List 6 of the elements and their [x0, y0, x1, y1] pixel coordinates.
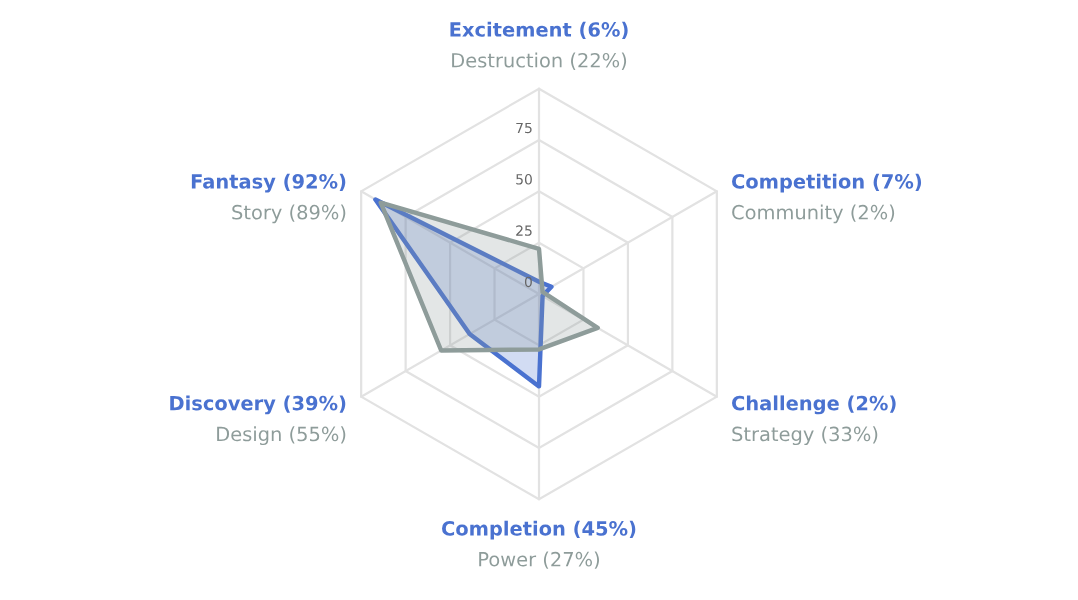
spoke-label: Competition (7%) Community (2%): [732, 173, 922, 224]
spoke-label: Completion (45%) Power (27%): [442, 520, 636, 569]
spoke-label: Fantasy (92%) Story (89%): [191, 173, 346, 224]
spoke-label: Discovery (39%) Design (55%): [170, 395, 346, 446]
spoke-label: Challenge (2%) Strategy (33%): [732, 395, 896, 446]
spoke-label: Excitement (6%) Destruction (22%): [450, 21, 628, 70]
